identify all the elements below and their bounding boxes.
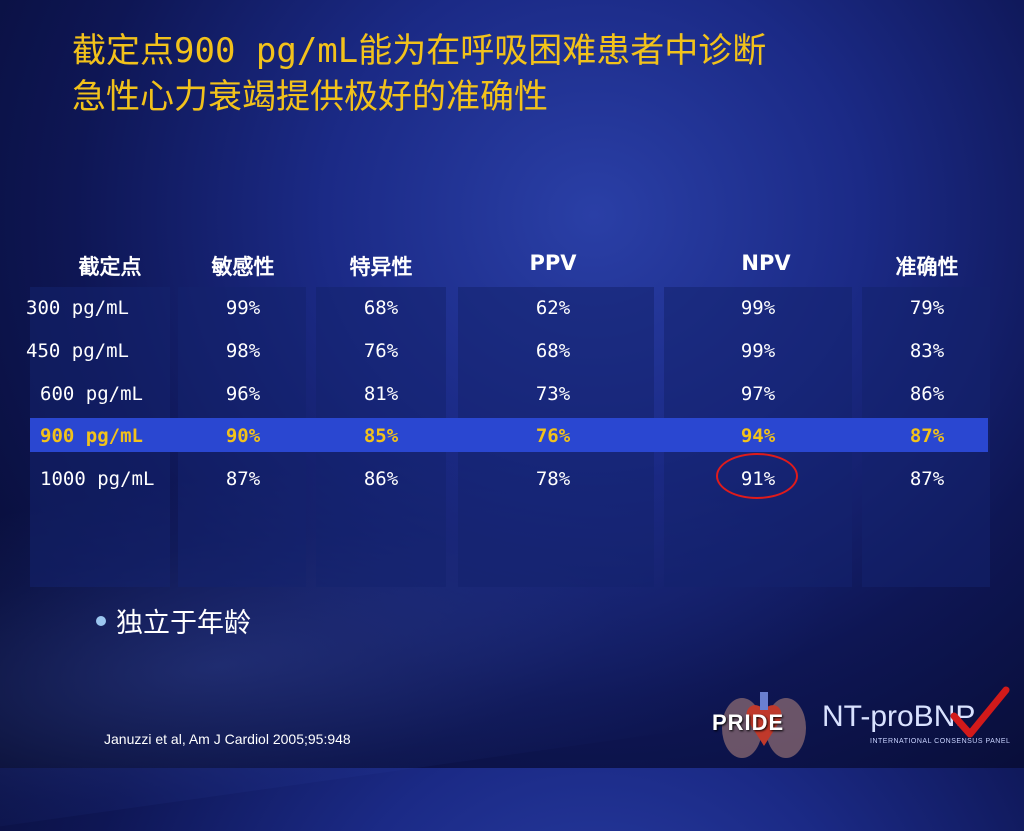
title-line-2: 急性心力衰竭提供极好的准确性 bbox=[72, 77, 548, 117]
header-specificity: 特异性 bbox=[349, 255, 413, 279]
table-cell: 300 pg/mL bbox=[26, 297, 129, 319]
table-cell: 86% bbox=[363, 468, 399, 490]
header-sensitivity: 敏感性 bbox=[211, 255, 275, 279]
table-cell: 81% bbox=[363, 383, 399, 405]
checkmark-icon bbox=[950, 686, 1010, 738]
table-cell-highlight: 76% bbox=[535, 425, 571, 447]
red-circle-annotation bbox=[716, 453, 798, 499]
header-npv: NPV bbox=[741, 251, 791, 275]
table-cell-highlight: 85% bbox=[363, 425, 399, 447]
table-cell: 73% bbox=[535, 383, 571, 405]
bullet-text: 独立于年龄 bbox=[116, 608, 251, 639]
table-cell-highlight: 87% bbox=[909, 425, 945, 447]
bullet-dot-icon bbox=[96, 615, 106, 626]
table-cell: 99% bbox=[225, 297, 261, 319]
bullet-item: 独立于年龄 bbox=[96, 601, 251, 640]
header-accuracy: 准确性 bbox=[895, 255, 959, 279]
table-cell: 600 pg/mL bbox=[40, 383, 143, 405]
table-cell: 68% bbox=[535, 340, 571, 362]
title-line-1: 截定点900 pg/mL能为在呼吸困难患者中诊断 bbox=[72, 31, 767, 71]
table-cell-highlight: 94% bbox=[740, 425, 776, 447]
table-cell: 97% bbox=[740, 383, 776, 405]
table-cell: 78% bbox=[535, 468, 571, 490]
table-cell: 1000 pg/mL bbox=[40, 468, 155, 490]
slide-title: 截定点900 pg/mL能为在呼吸困难患者中诊断 急性心力衰竭提供极好的准确性 bbox=[72, 28, 972, 120]
table-cell: 76% bbox=[363, 340, 399, 362]
table-cell: 79% bbox=[909, 297, 945, 319]
table-cell: 62% bbox=[535, 297, 571, 319]
table-cell: 87% bbox=[909, 468, 945, 490]
header-ppv: PPV bbox=[529, 251, 577, 275]
table-cell: 450 pg/mL bbox=[26, 340, 129, 362]
citation: Januzzi et al, Am J Cardiol 2005;95:948 bbox=[104, 731, 351, 747]
table-cell: 87% bbox=[225, 468, 261, 490]
table-cell-highlight: 90% bbox=[225, 425, 261, 447]
consensus-panel-text: INTERNATIONAL CONSENSUS PANEL bbox=[870, 738, 1011, 745]
table-cell: 83% bbox=[909, 340, 945, 362]
table-cell: 86% bbox=[909, 383, 945, 405]
highlighted-row bbox=[30, 418, 988, 452]
pride-logo-text: PRIDE bbox=[712, 710, 785, 735]
table-cell: 96% bbox=[225, 383, 261, 405]
ntprobnp-logo-text: NT-proBNP bbox=[822, 700, 976, 733]
header-cutoff: 截定点 bbox=[78, 255, 142, 279]
table-cell: 68% bbox=[363, 297, 399, 319]
table-cell: 99% bbox=[740, 297, 776, 319]
table-cell: 99% bbox=[740, 340, 776, 362]
heart-lungs-icon bbox=[722, 692, 806, 758]
table-cell: 98% bbox=[225, 340, 261, 362]
table-cell-highlight: 900 pg/mL bbox=[40, 425, 143, 447]
